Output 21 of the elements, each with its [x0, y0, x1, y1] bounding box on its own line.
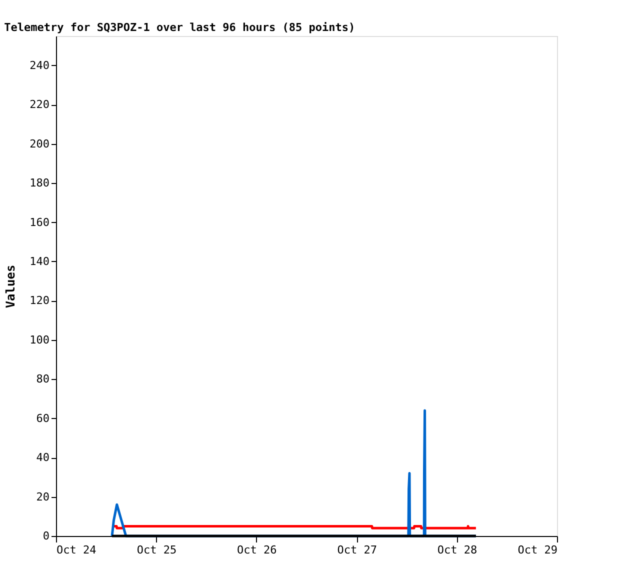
- y-tick-label: 100: [30, 333, 50, 346]
- x-tick-label: Oct 26: [237, 544, 277, 556]
- x-tick-label: Oct 27: [337, 544, 377, 556]
- y-tick-label: 60: [36, 412, 50, 425]
- x-tick-label: Oct 24: [56, 544, 97, 556]
- x-tick-label: Oct 25: [136, 544, 177, 556]
- y-tick-label: 40: [36, 451, 50, 464]
- x-tick-label: Oct 29: [518, 544, 558, 556]
- chart-title: Telemetry for SQ3POZ-1 over last 96 hours (85 points): [4, 21, 356, 34]
- y-tick-label: 80: [36, 372, 50, 386]
- x-tick-label: Oct 28: [437, 544, 478, 556]
- y-tick-label: 200: [30, 137, 50, 150]
- y-tick-label: 240: [30, 58, 50, 72]
- y-tick-label: 20: [36, 490, 50, 504]
- y-axis-title: Values: [4, 264, 18, 308]
- y-tick-label: 120: [30, 294, 50, 308]
- y-tick-label: 0: [42, 530, 50, 542]
- y-tick-label: 140: [30, 254, 50, 268]
- y-tick-label: 160: [30, 216, 50, 229]
- y-tick-label: 180: [30, 176, 50, 190]
- y-tick-label: 220: [30, 98, 50, 112]
